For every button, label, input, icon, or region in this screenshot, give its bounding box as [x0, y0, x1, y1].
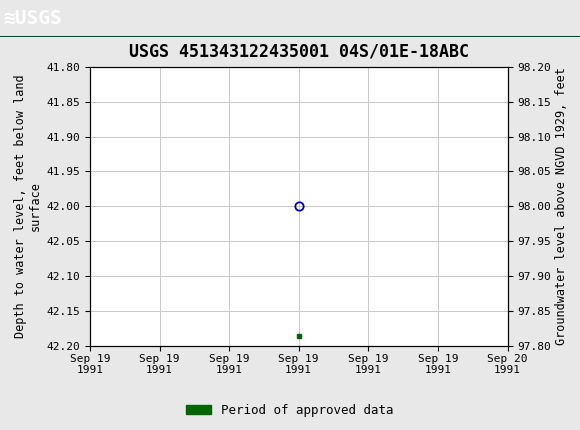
- Text: ≋USGS: ≋USGS: [3, 9, 61, 28]
- Y-axis label: Depth to water level, feet below land
surface: Depth to water level, feet below land su…: [14, 74, 42, 338]
- Title: USGS 451343122435001 04S/01E-18ABC: USGS 451343122435001 04S/01E-18ABC: [129, 43, 469, 61]
- Legend: Period of approved data: Period of approved data: [181, 399, 399, 421]
- Y-axis label: Groundwater level above NGVD 1929, feet: Groundwater level above NGVD 1929, feet: [555, 68, 568, 345]
